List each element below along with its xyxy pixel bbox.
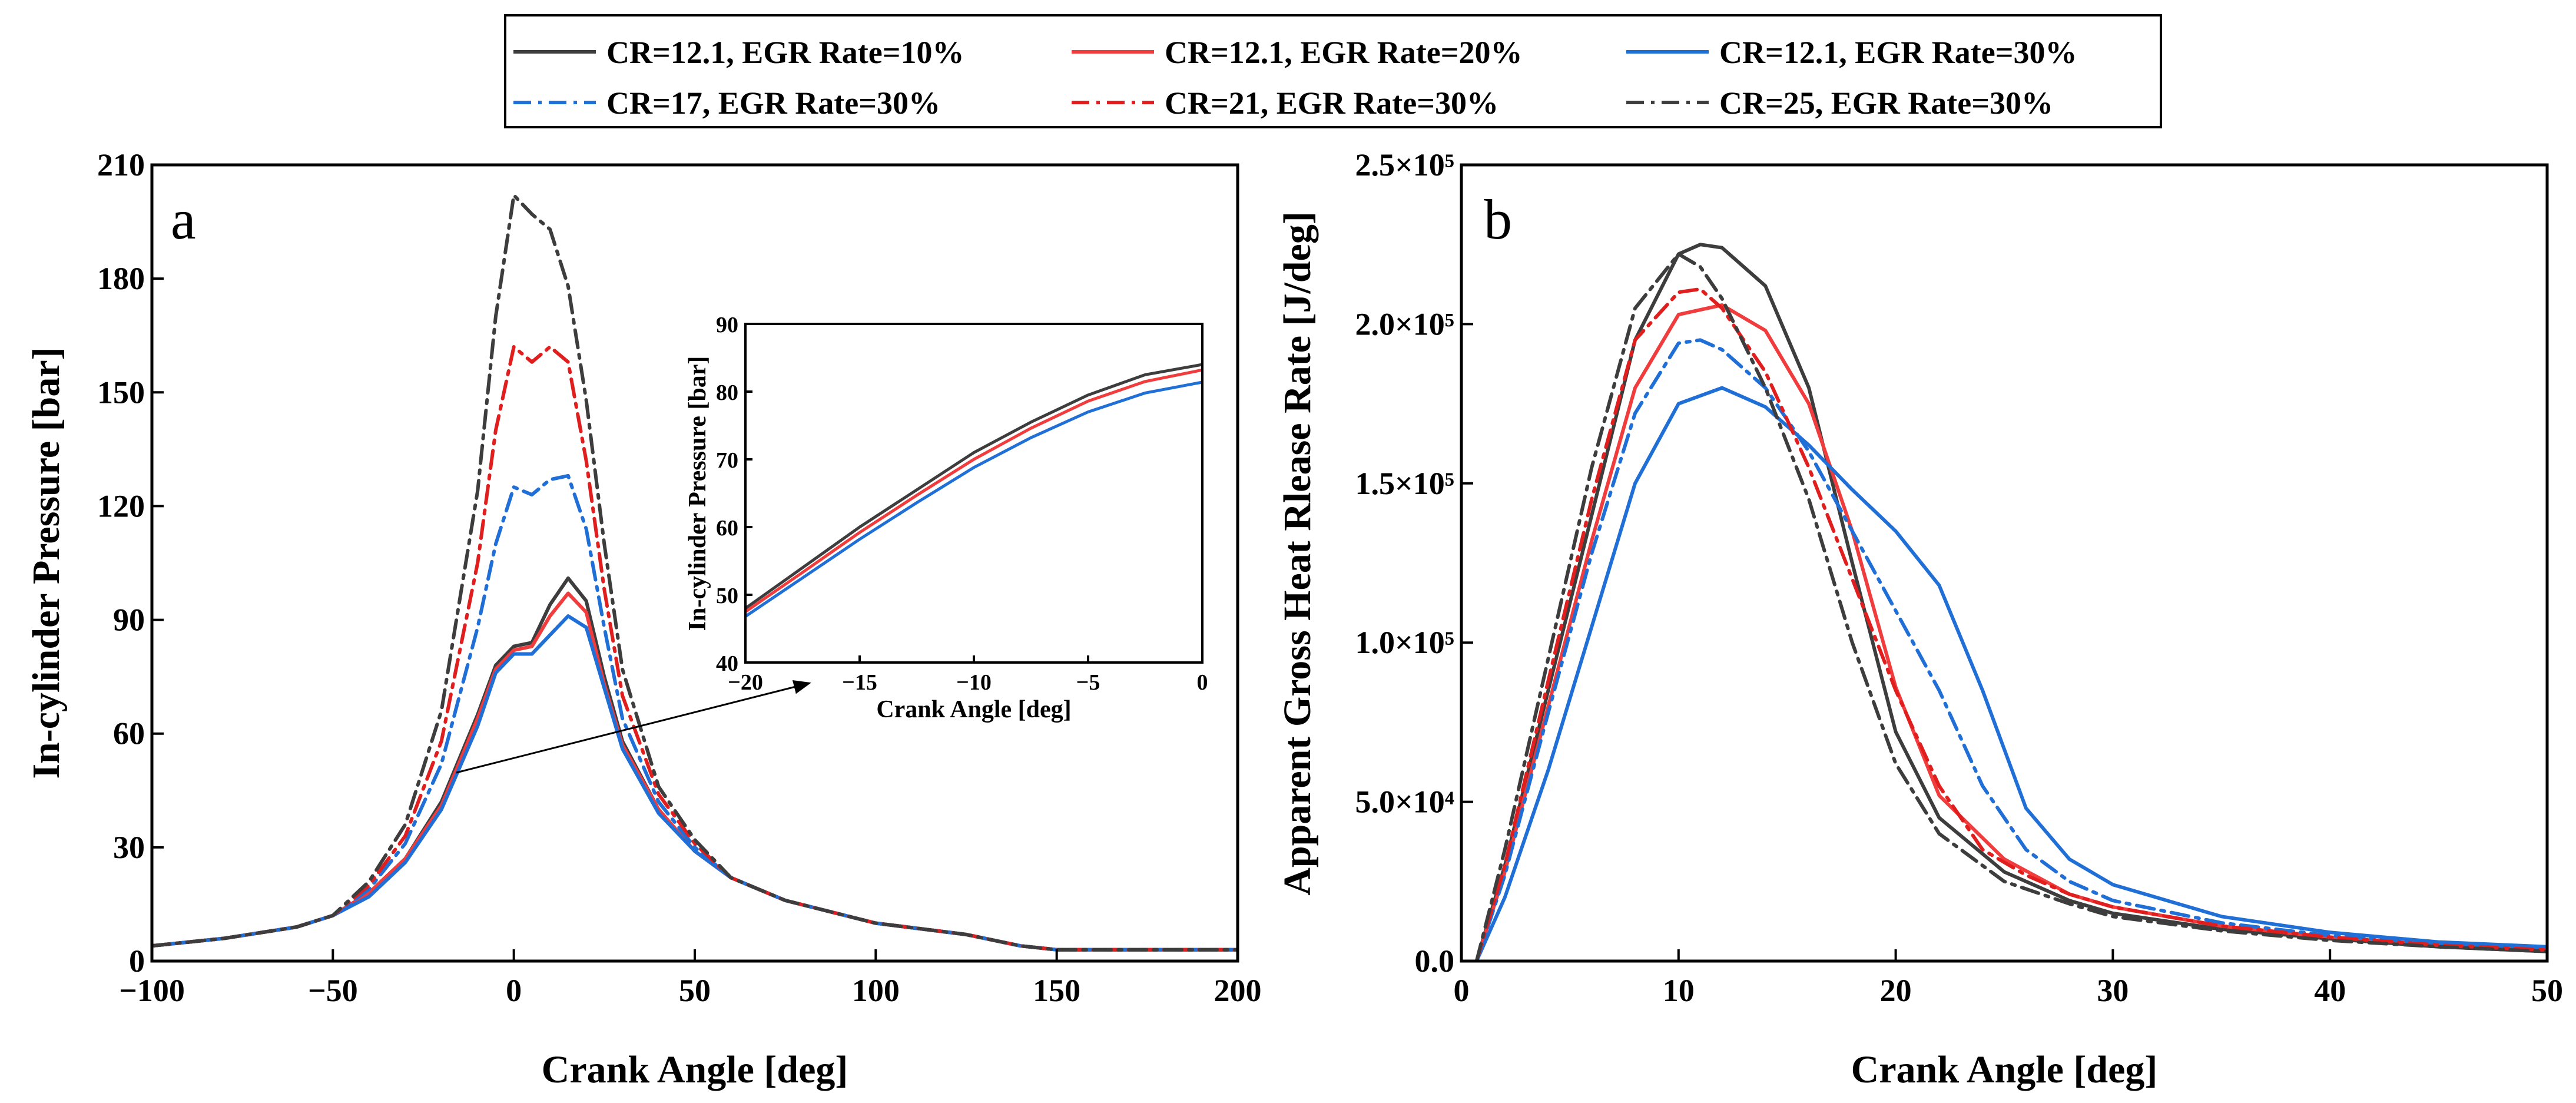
chart-a-frame	[150, 163, 1239, 963]
inset-series-line-2	[745, 380, 1202, 618]
chart-a-ytick-label: 60	[113, 716, 145, 751]
legend-item: CR=12.1, EGR Rate=10%	[513, 35, 964, 70]
chart-a-xlabel: Crank Angle [deg]	[542, 1048, 848, 1091]
inset-ytick-label: 60	[716, 516, 738, 541]
legend-frame	[504, 14, 2162, 128]
chart-b: 0 10 20 30 40 50 0.0 5.0×10⁴ 1.0×10⁵ 1.5×10⁵ 2.0×…	[1276, 147, 2563, 1091]
inset-yticks: 40 50 60 70 80 90	[716, 313, 752, 676]
inset-xtick-label: 0	[1197, 670, 1208, 695]
legend-item: CR=12.1, EGR Rate=20%	[1072, 35, 1523, 70]
legend-item: CR=21, EGR Rate=30%	[1072, 85, 1498, 121]
inset: −20 −15 −10 −5 0 40 50 60 70 80 90 Crank Angle [d…	[684, 313, 1208, 723]
chart-b-xtick-label: 40	[2314, 973, 2346, 1008]
chart-a-xtick-label: 200	[1214, 973, 1262, 1008]
chart-a-xtick-label: −100	[119, 973, 185, 1008]
chart-b-xtick-label: 10	[1663, 973, 1695, 1008]
chart-b-ytick-label: 1.0×10⁵	[1355, 625, 1454, 660]
legend-label-0: CR=12.1, EGR Rate=10%	[606, 35, 964, 70]
chart-b-panel-label: b	[1484, 188, 1512, 251]
inset-series-line-1	[745, 368, 1202, 614]
chart-b-ytick-label: 0.0	[1415, 943, 1455, 979]
chart-a-ytick-label: 0	[129, 943, 145, 979]
legend-label-1: CR=12.1, EGR Rate=20%	[1165, 35, 1523, 70]
chart-b-xlabel: Crank Angle [deg]	[1851, 1048, 2158, 1091]
chart-a-series-line-5	[152, 193, 1238, 952]
inset-ytick-label: 90	[716, 313, 738, 337]
chart-b-series-line-2	[1474, 386, 2547, 961]
chart-a-xtick-label: 0	[506, 973, 522, 1008]
chart-a-xtick-label: −50	[308, 973, 358, 1008]
chart-a-xticks: −100 −50 0 50 100 150 200	[119, 949, 1262, 1008]
inset-xtick-label: −20	[728, 670, 763, 695]
inset-series-line-0	[745, 363, 1202, 610]
chart-b-frame	[1460, 163, 2549, 963]
chart-a-ytick-label: 180	[97, 261, 145, 296]
chart-b-ytick-label: 1.5×10⁵	[1355, 466, 1454, 501]
chart-b-series-line-5	[1474, 252, 2547, 961]
chart-b-ytick-label: 2.0×10⁵	[1355, 306, 1454, 342]
inset-ytick-label: 80	[716, 380, 738, 405]
chart-b-ylabel: Apparent Gross Heat Rlease Rate [J/deg]	[1276, 211, 1319, 896]
chart-b-series-line-0	[1474, 243, 2547, 961]
chart-a-series	[152, 193, 1238, 952]
inset-frame	[744, 323, 1204, 664]
chart-b-series-line-4	[1474, 287, 2547, 961]
chart-a-panel-label: a	[171, 188, 196, 251]
chart-a-series-line-2	[152, 614, 1238, 952]
legend: CR=12.1, EGR Rate=10% CR=12.1, EGR Rate=…	[504, 14, 2162, 128]
chart-b-ytick-label: 2.5×10⁵	[1355, 147, 1454, 183]
legend-label-2: CR=12.1, EGR Rate=30%	[1719, 35, 2077, 70]
chart-b-xtick-label: 20	[1880, 973, 1912, 1008]
inset-ylabel: In-cylinder Pressure [bar]	[684, 356, 711, 631]
chart-a-yticks: 0 30 60 90 120 150 180 210	[97, 147, 164, 979]
chart-a-xtick-label: 50	[679, 973, 711, 1008]
legend-item: CR=17, EGR Rate=30%	[513, 85, 940, 121]
inset-xtick-label: −5	[1076, 670, 1100, 695]
chart-b-yticks: 0.0 5.0×10⁴ 1.0×10⁵ 1.5×10⁵ 2.0×10⁵ 2.5×10⁵	[1355, 147, 1473, 979]
inset-ytick-label: 70	[716, 448, 738, 473]
chart-b-series	[1474, 243, 2547, 961]
chart-a-ylabel: In-cylinder Pressure [bar]	[25, 347, 68, 779]
chart-a-series-line-4	[152, 345, 1238, 952]
chart-b-series-line-1	[1474, 303, 2547, 961]
inset-xtick-label: −10	[956, 670, 992, 695]
inset-series	[745, 363, 1202, 618]
legend-label-4: CR=21, EGR Rate=30%	[1165, 85, 1498, 121]
chart-a-ytick-label: 210	[97, 147, 145, 183]
chart-b-xtick-label: 50	[2531, 973, 2563, 1008]
legend-label-5: CR=25, EGR Rate=30%	[1719, 85, 2053, 121]
chart-a-xtick-label: 150	[1033, 973, 1080, 1008]
inset-pointer-arrow	[456, 680, 811, 774]
chart-a: −100 −50 0 50 100 150 200 0306090120150180210 …	[25, 147, 1262, 1091]
legend-item: CR=25, EGR Rate=30%	[1626, 85, 2053, 121]
chart-b-ytick-label: 5.0×10⁴	[1355, 784, 1454, 820]
inset-ytick-label: 40	[716, 651, 738, 676]
inset-xlabel: Crank Angle [deg]	[876, 696, 1071, 723]
chart-a-xtick-label: 100	[852, 973, 900, 1008]
inset-xtick-label: −15	[842, 670, 877, 695]
chart-b-xtick-label: 0	[1454, 973, 1470, 1008]
legend-item: CR=12.1, EGR Rate=30%	[1626, 35, 2077, 70]
chart-b-series-line-3	[1474, 338, 2547, 961]
chart-a-ytick-label: 90	[113, 602, 145, 638]
inset-background	[745, 324, 1202, 663]
chart-a-series-line-3	[152, 473, 1238, 952]
inset-ytick-label: 50	[716, 584, 738, 608]
legend-label-3: CR=17, EGR Rate=30%	[606, 85, 940, 121]
chart-a-ytick-label: 120	[97, 488, 145, 524]
chart-b-xtick-label: 30	[2097, 973, 2129, 1008]
chart-b-xticks: 0 10 20 30 40 50	[1454, 949, 2563, 1008]
chart-a-ytick-label: 150	[97, 375, 145, 410]
chart-a-ytick-label: 30	[113, 830, 145, 865]
